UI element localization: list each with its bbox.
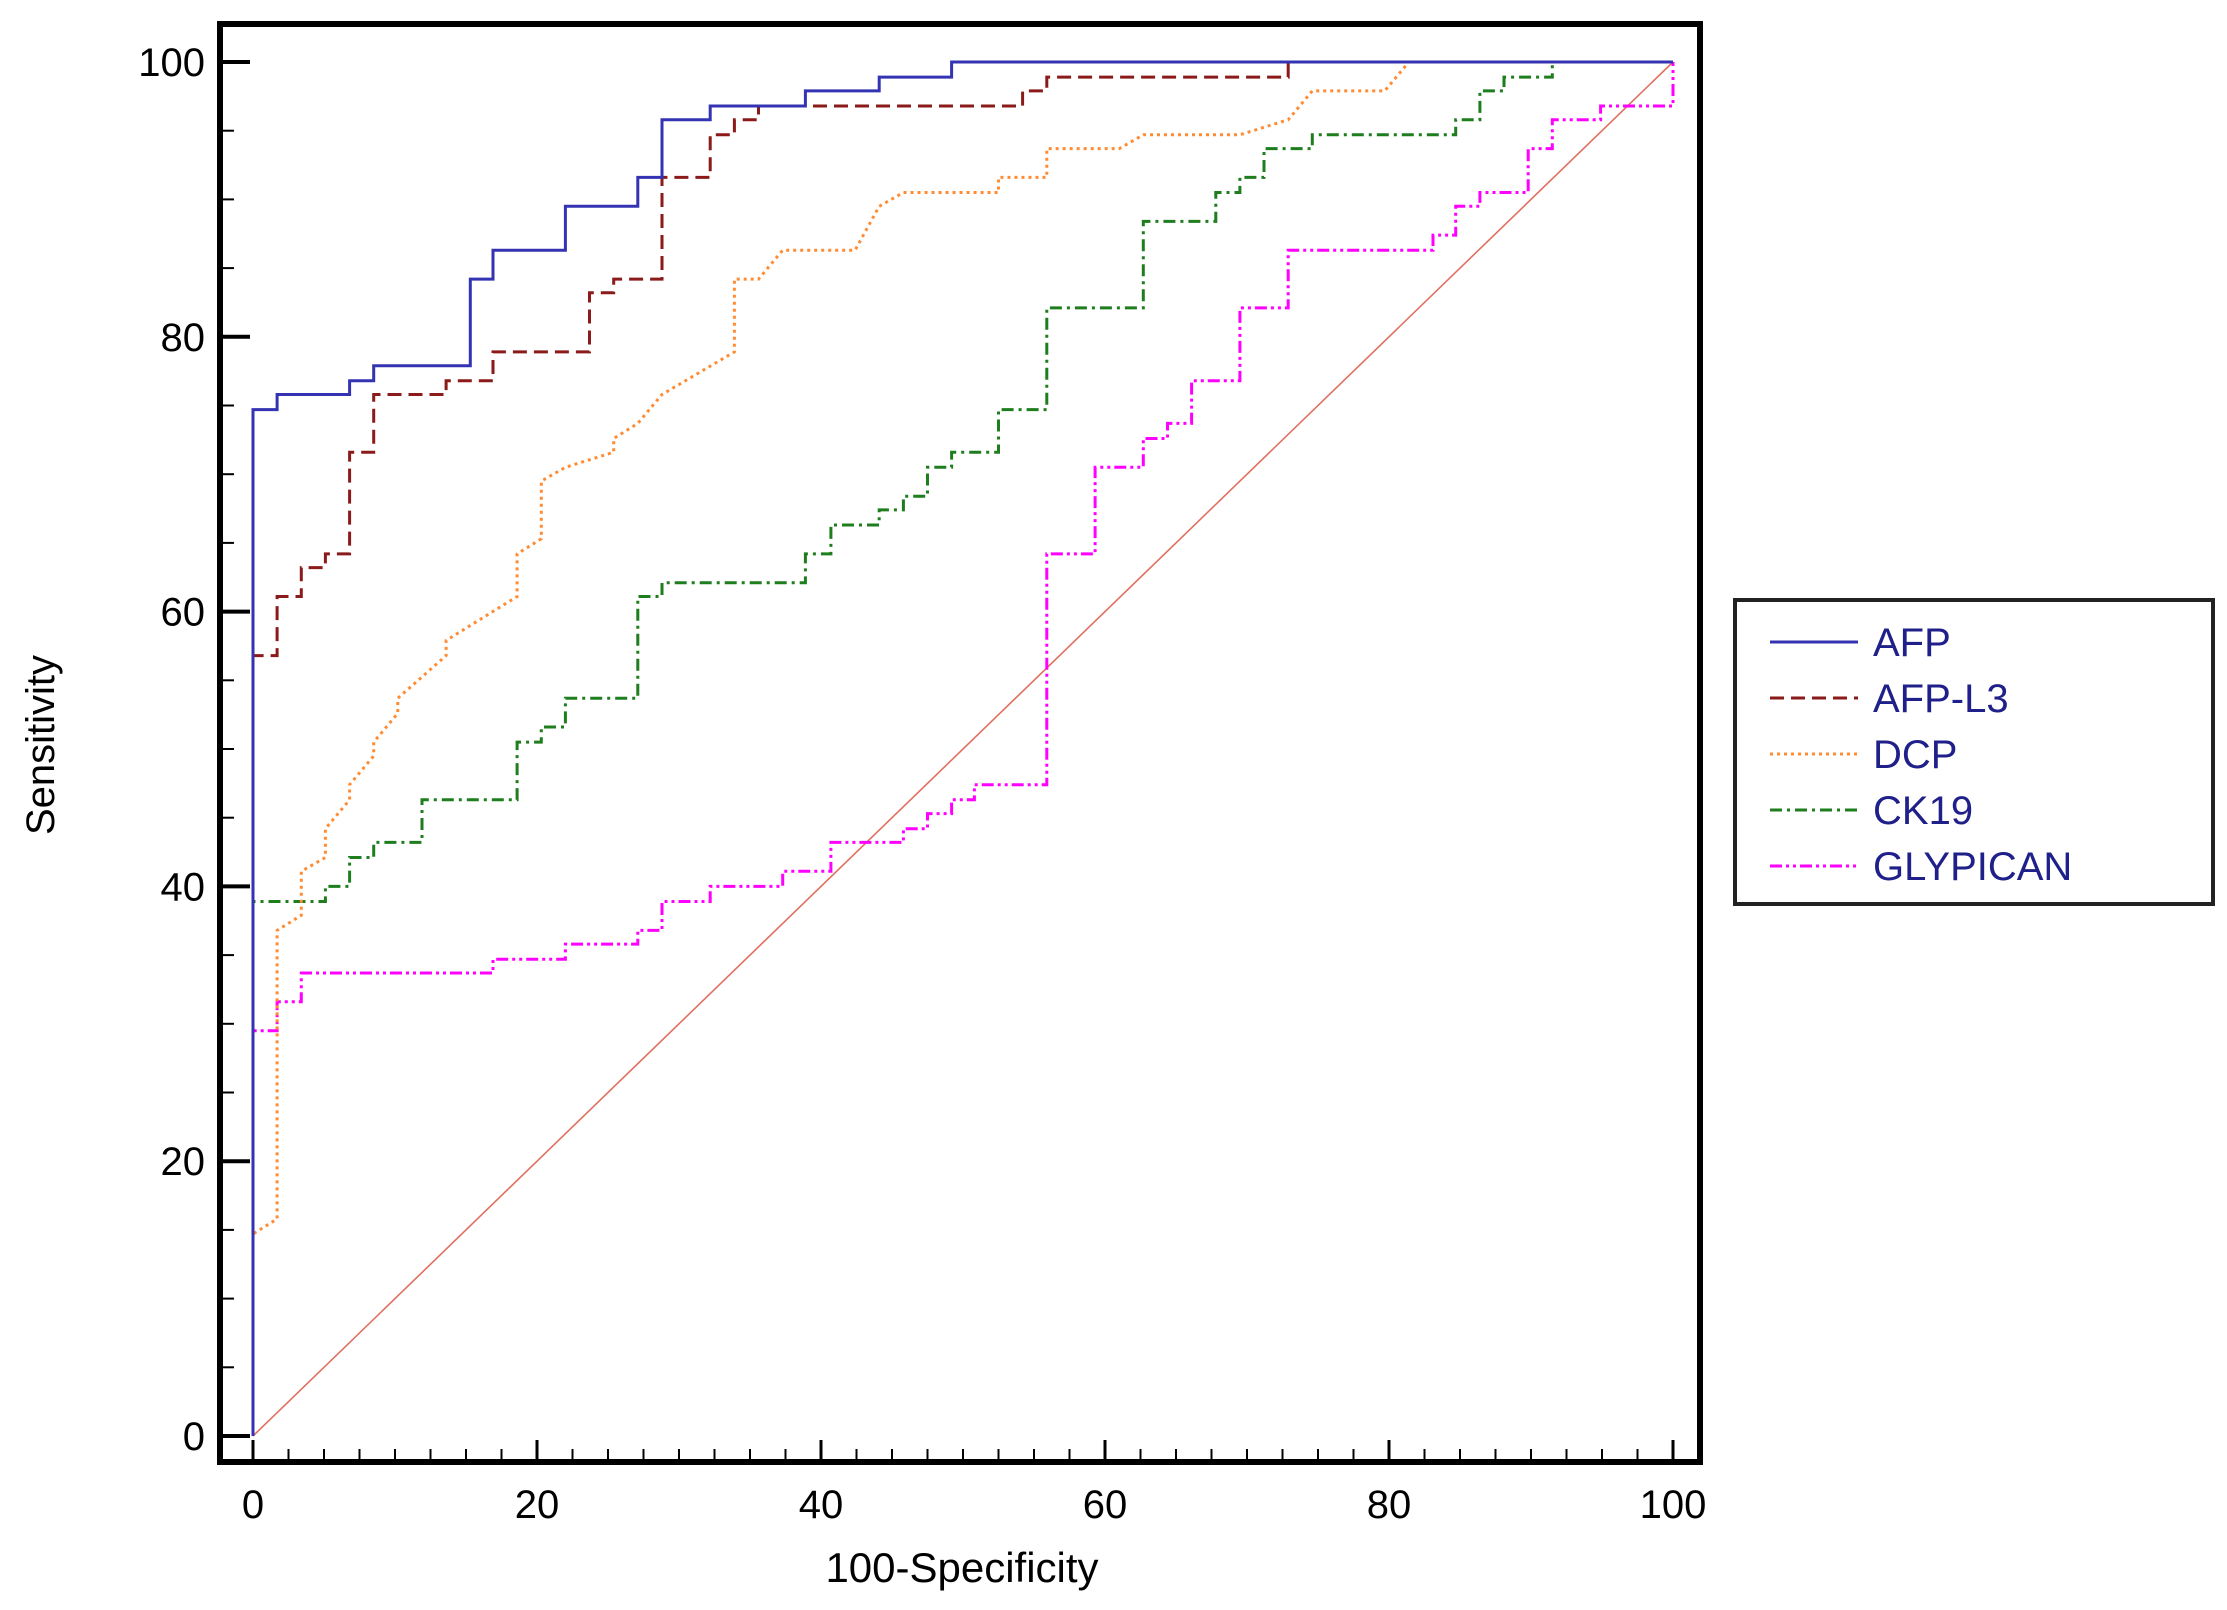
x-tick-label: 40: [799, 1483, 844, 1527]
y-tick-label: 40: [161, 865, 206, 909]
y-tick-label: 0: [183, 1415, 205, 1459]
y-axis-label: Sensitivity: [19, 655, 63, 835]
reference-diagonal-line: [252, 61, 1674, 1437]
series-line-ck19: [251, 60, 1673, 1436]
x-tick-label: 60: [1083, 1483, 1128, 1527]
x-axis-label: 100-Specificity: [825, 1544, 1098, 1591]
x-tick-label: 80: [1367, 1483, 1412, 1527]
x-tick-label: 0: [242, 1483, 264, 1527]
legend-label-dcp: DCP: [1873, 733, 1957, 777]
legend-label-afp-l3: AFP-L3: [1873, 677, 2009, 721]
y-tick-label: 20: [161, 1140, 206, 1184]
legend-label-ck19: CK19: [1873, 789, 1973, 833]
y-tick-label: 60: [161, 591, 206, 635]
series-line-glypican: [251, 62, 1675, 1436]
legend: AFP AFP-L3 DCP CK19 GLYPICAN: [1733, 598, 2215, 906]
legend-label-glypican: GLYPICAN: [1873, 845, 2072, 889]
legend-label-afp: AFP: [1873, 621, 1951, 665]
x-tick-label: 100: [1640, 1483, 1707, 1527]
series-line-afp-l3: [251, 60, 1673, 1436]
series-line-dcp: [251, 60, 1673, 1436]
plot-frame: [217, 21, 1703, 1465]
y-tick-label: 100: [138, 41, 205, 85]
x-tick-label: 20: [515, 1483, 560, 1527]
y-tick-label: 80: [161, 316, 206, 360]
series-line-afp: [251, 60, 1673, 1436]
legend-box: [1733, 598, 2215, 906]
